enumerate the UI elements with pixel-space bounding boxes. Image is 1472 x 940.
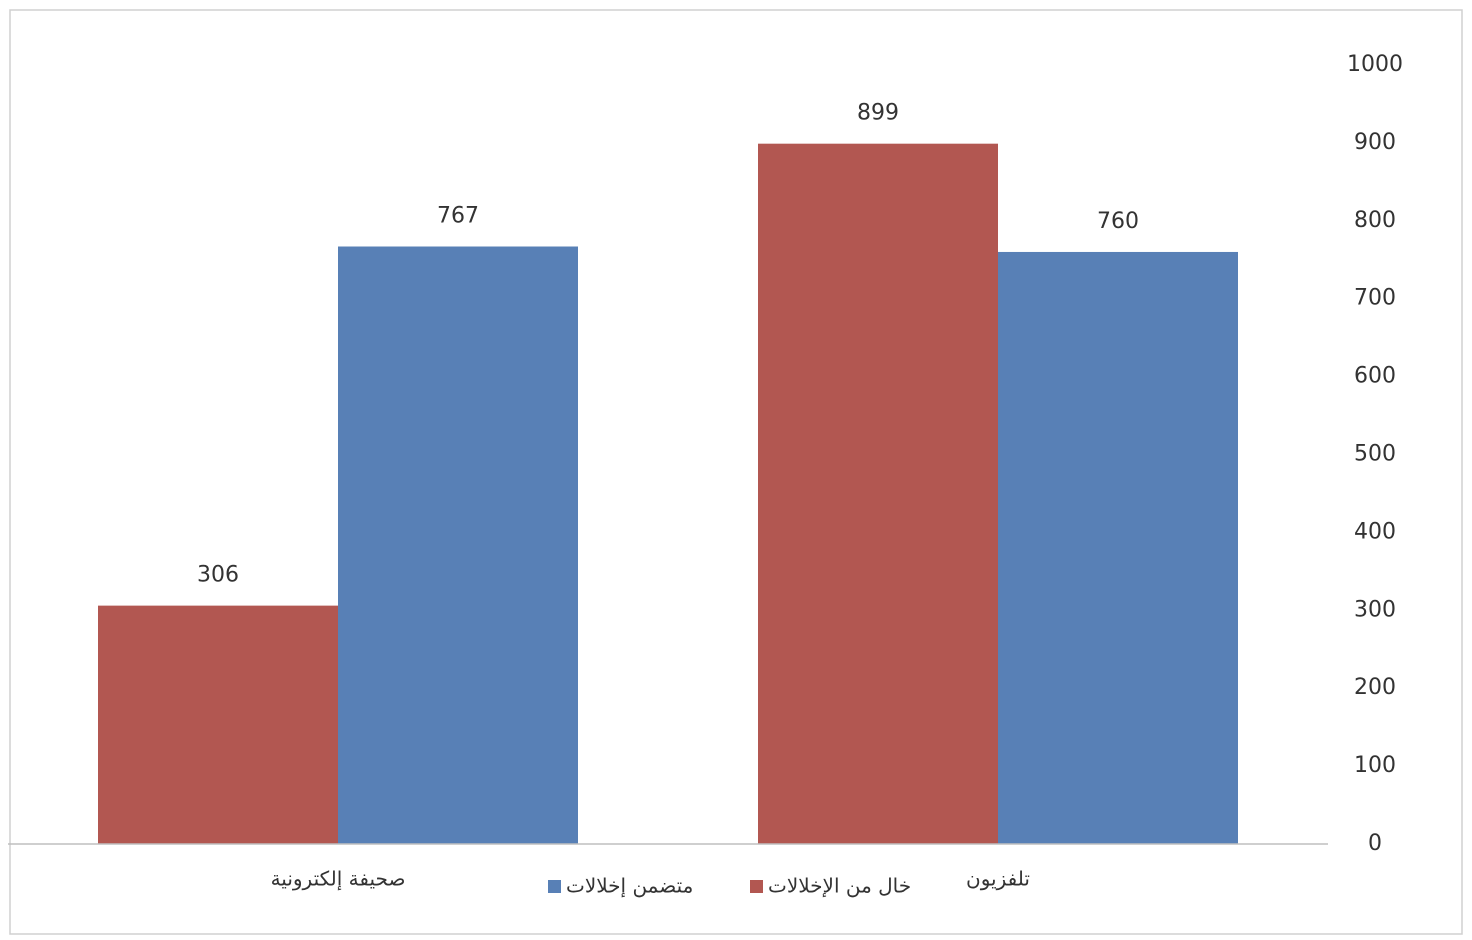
value-label: 767 [437,204,479,229]
value-label: 899 [857,101,899,126]
y-tick-label: 700 [1354,286,1396,311]
y-tick-label: 900 [1354,130,1396,155]
legend-label: متضمن إخلالات [566,874,693,899]
y-tick-label: 300 [1354,597,1396,622]
legend-label: خال من الإخلالات [768,874,911,898]
legend-swatch [548,880,561,893]
value-label: 760 [1097,209,1139,234]
y-tick-label: 200 [1354,675,1396,700]
y-tick-label: 400 [1354,519,1396,544]
y-tick-label: 800 [1354,208,1396,233]
value-label: 306 [197,563,239,588]
bar [338,246,578,844]
y-tick-label: 600 [1354,364,1396,389]
bar [758,143,998,844]
bar [98,605,338,844]
x-tick-label: تلفزيون [966,867,1030,891]
y-tick-label: 100 [1354,753,1396,778]
y-tick-label: 0 [1368,831,1382,856]
bar [998,251,1238,844]
y-tick-label: 1000 [1347,52,1403,77]
x-tick-label: صحيفة إلكترونية [271,867,406,892]
y-tick-label: 500 [1354,442,1396,467]
legend-swatch [750,880,763,893]
